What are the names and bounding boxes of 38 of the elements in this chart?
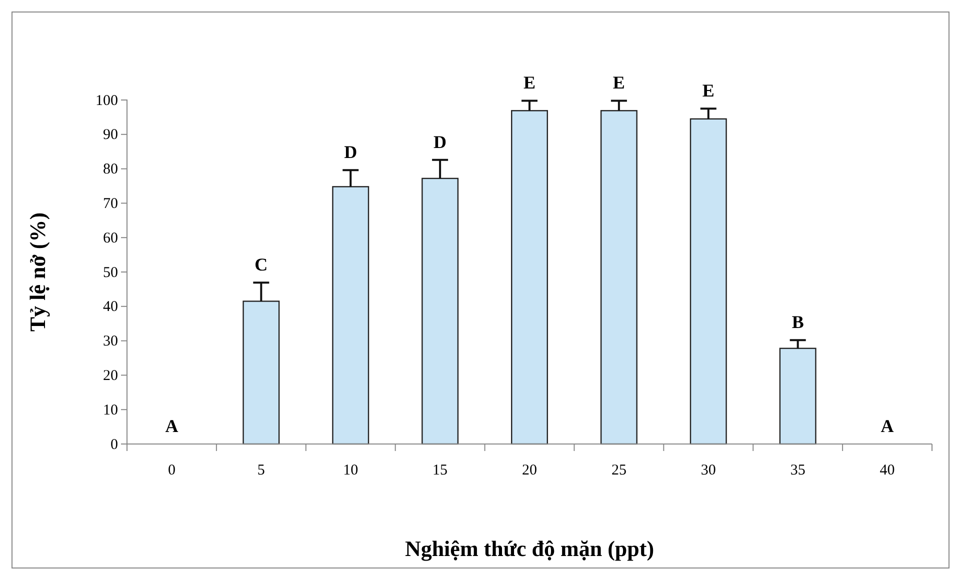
y-axis-title: Tỷ lệ nở (%) xyxy=(25,212,50,332)
y-tick-label: 50 xyxy=(103,264,118,281)
annotation: E xyxy=(702,80,714,101)
bar xyxy=(511,110,548,445)
x-tick-label: 15 xyxy=(432,462,448,479)
x-tick-label: 30 xyxy=(700,462,716,479)
bar xyxy=(600,110,638,445)
y-tick-label: 20 xyxy=(103,368,118,384)
y-tick-label: 0 xyxy=(110,436,118,453)
y-tick-label: 100 xyxy=(96,92,118,109)
annotation: B xyxy=(792,312,804,332)
annotation: D xyxy=(434,132,447,152)
y-tick-label: 60 xyxy=(103,230,118,246)
y-tick-label: 30 xyxy=(103,334,118,350)
annotation: A xyxy=(165,416,178,436)
annotation: D xyxy=(344,142,358,162)
x-tick-label: 5 xyxy=(257,462,265,479)
x-tick-label: 0 xyxy=(168,462,176,479)
x-axis-title: Nghiệm thức độ mặn (ppt) xyxy=(404,536,654,561)
y-tick-label: 10 xyxy=(103,402,118,418)
y-tick-label: 70 xyxy=(103,196,118,212)
y-tick-label: 40 xyxy=(103,299,118,316)
x-tick-label: 20 xyxy=(522,462,537,479)
annotation: E xyxy=(612,72,625,93)
bar xyxy=(242,300,280,445)
y-tick-label: 80 xyxy=(103,162,118,178)
bar xyxy=(690,118,727,445)
bar xyxy=(422,178,459,445)
bar xyxy=(779,348,816,445)
y-tick-label: 90 xyxy=(103,127,118,144)
annotation: E xyxy=(523,72,536,93)
x-tick-label: 10 xyxy=(343,462,358,479)
bar xyxy=(332,186,370,445)
annotation: C xyxy=(254,254,268,275)
x-tick-label: 40 xyxy=(880,462,895,479)
annotation: A xyxy=(880,416,894,436)
x-tick-label: 25 xyxy=(611,462,626,479)
x-tick-label: 35 xyxy=(790,462,806,479)
